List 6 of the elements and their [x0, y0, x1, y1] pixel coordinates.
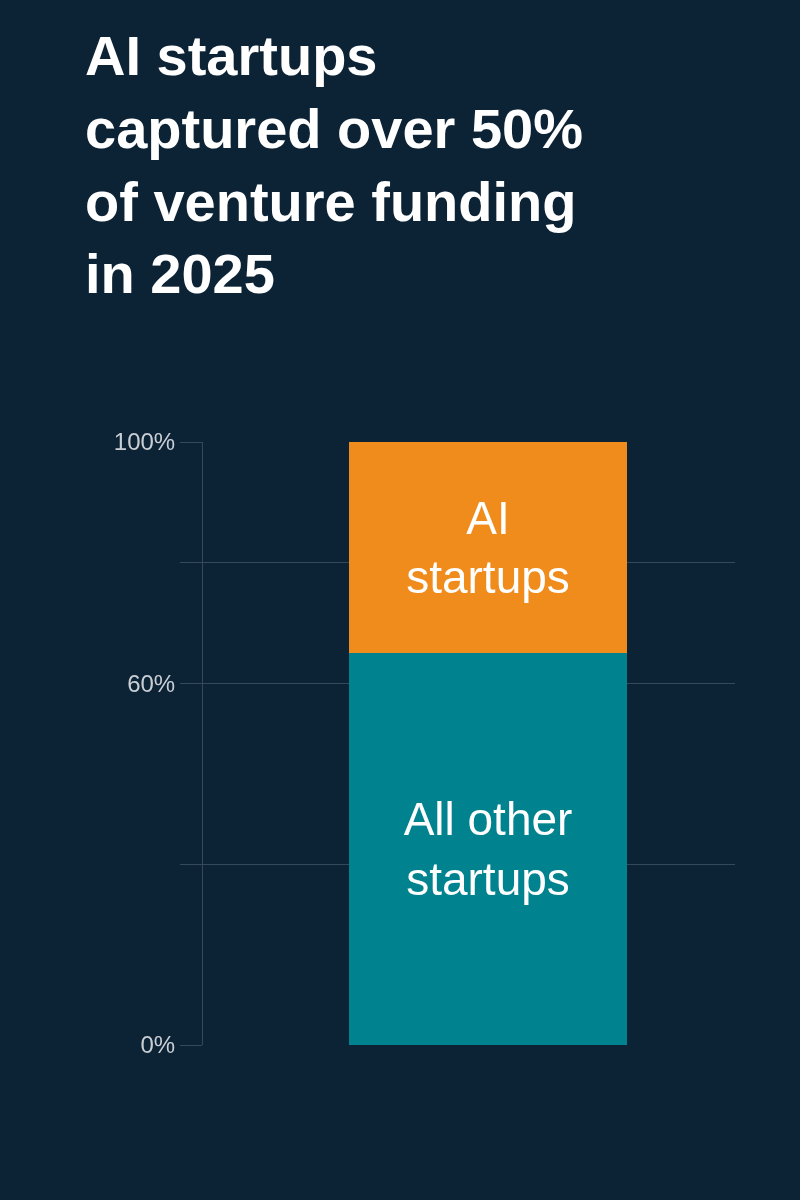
y-tick-label: 100% [113, 428, 176, 456]
y-tick-label: 0% [140, 1031, 176, 1059]
y-tick-label: 60% [127, 669, 176, 697]
series-label: All other startups [403, 793, 573, 905]
chart-title: AI startups captured over 50% of venture funding in 2025 [85, 24, 583, 306]
series-label: AI startups [406, 491, 570, 604]
